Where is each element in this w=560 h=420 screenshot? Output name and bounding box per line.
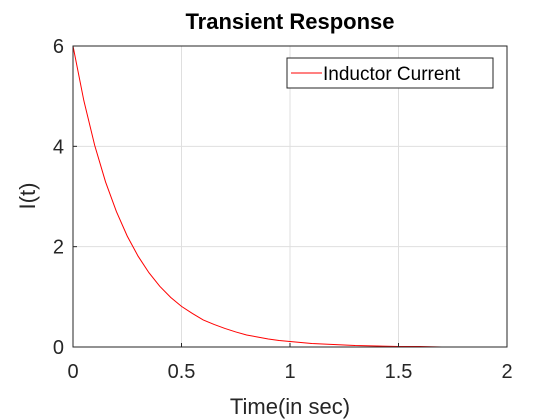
y-tick-label: 2	[53, 237, 64, 259]
grid	[73, 46, 507, 347]
x-tick-label: 1.5	[385, 361, 413, 383]
legend-label-inductor-current: Inductor Current	[323, 64, 461, 85]
tick-labels: 0 0.5 1 1.5 2 0 2 4 6	[53, 36, 513, 383]
x-axis-label: Time(in sec)	[230, 394, 350, 419]
y-axis-label: I(t)	[15, 183, 40, 210]
legend: Inductor Current	[286, 57, 494, 89]
chart-title: Transient Response	[185, 9, 394, 34]
x-tick-label: 0	[67, 361, 78, 383]
ticks	[72, 45, 508, 348]
x-tick-label: 2	[501, 361, 512, 383]
x-tick-label: 0.5	[168, 361, 196, 383]
x-tick-label: 1	[284, 361, 295, 383]
y-tick-label: 0	[53, 337, 64, 359]
y-tick-label: 4	[53, 136, 64, 158]
y-tick-label: 6	[53, 36, 64, 58]
